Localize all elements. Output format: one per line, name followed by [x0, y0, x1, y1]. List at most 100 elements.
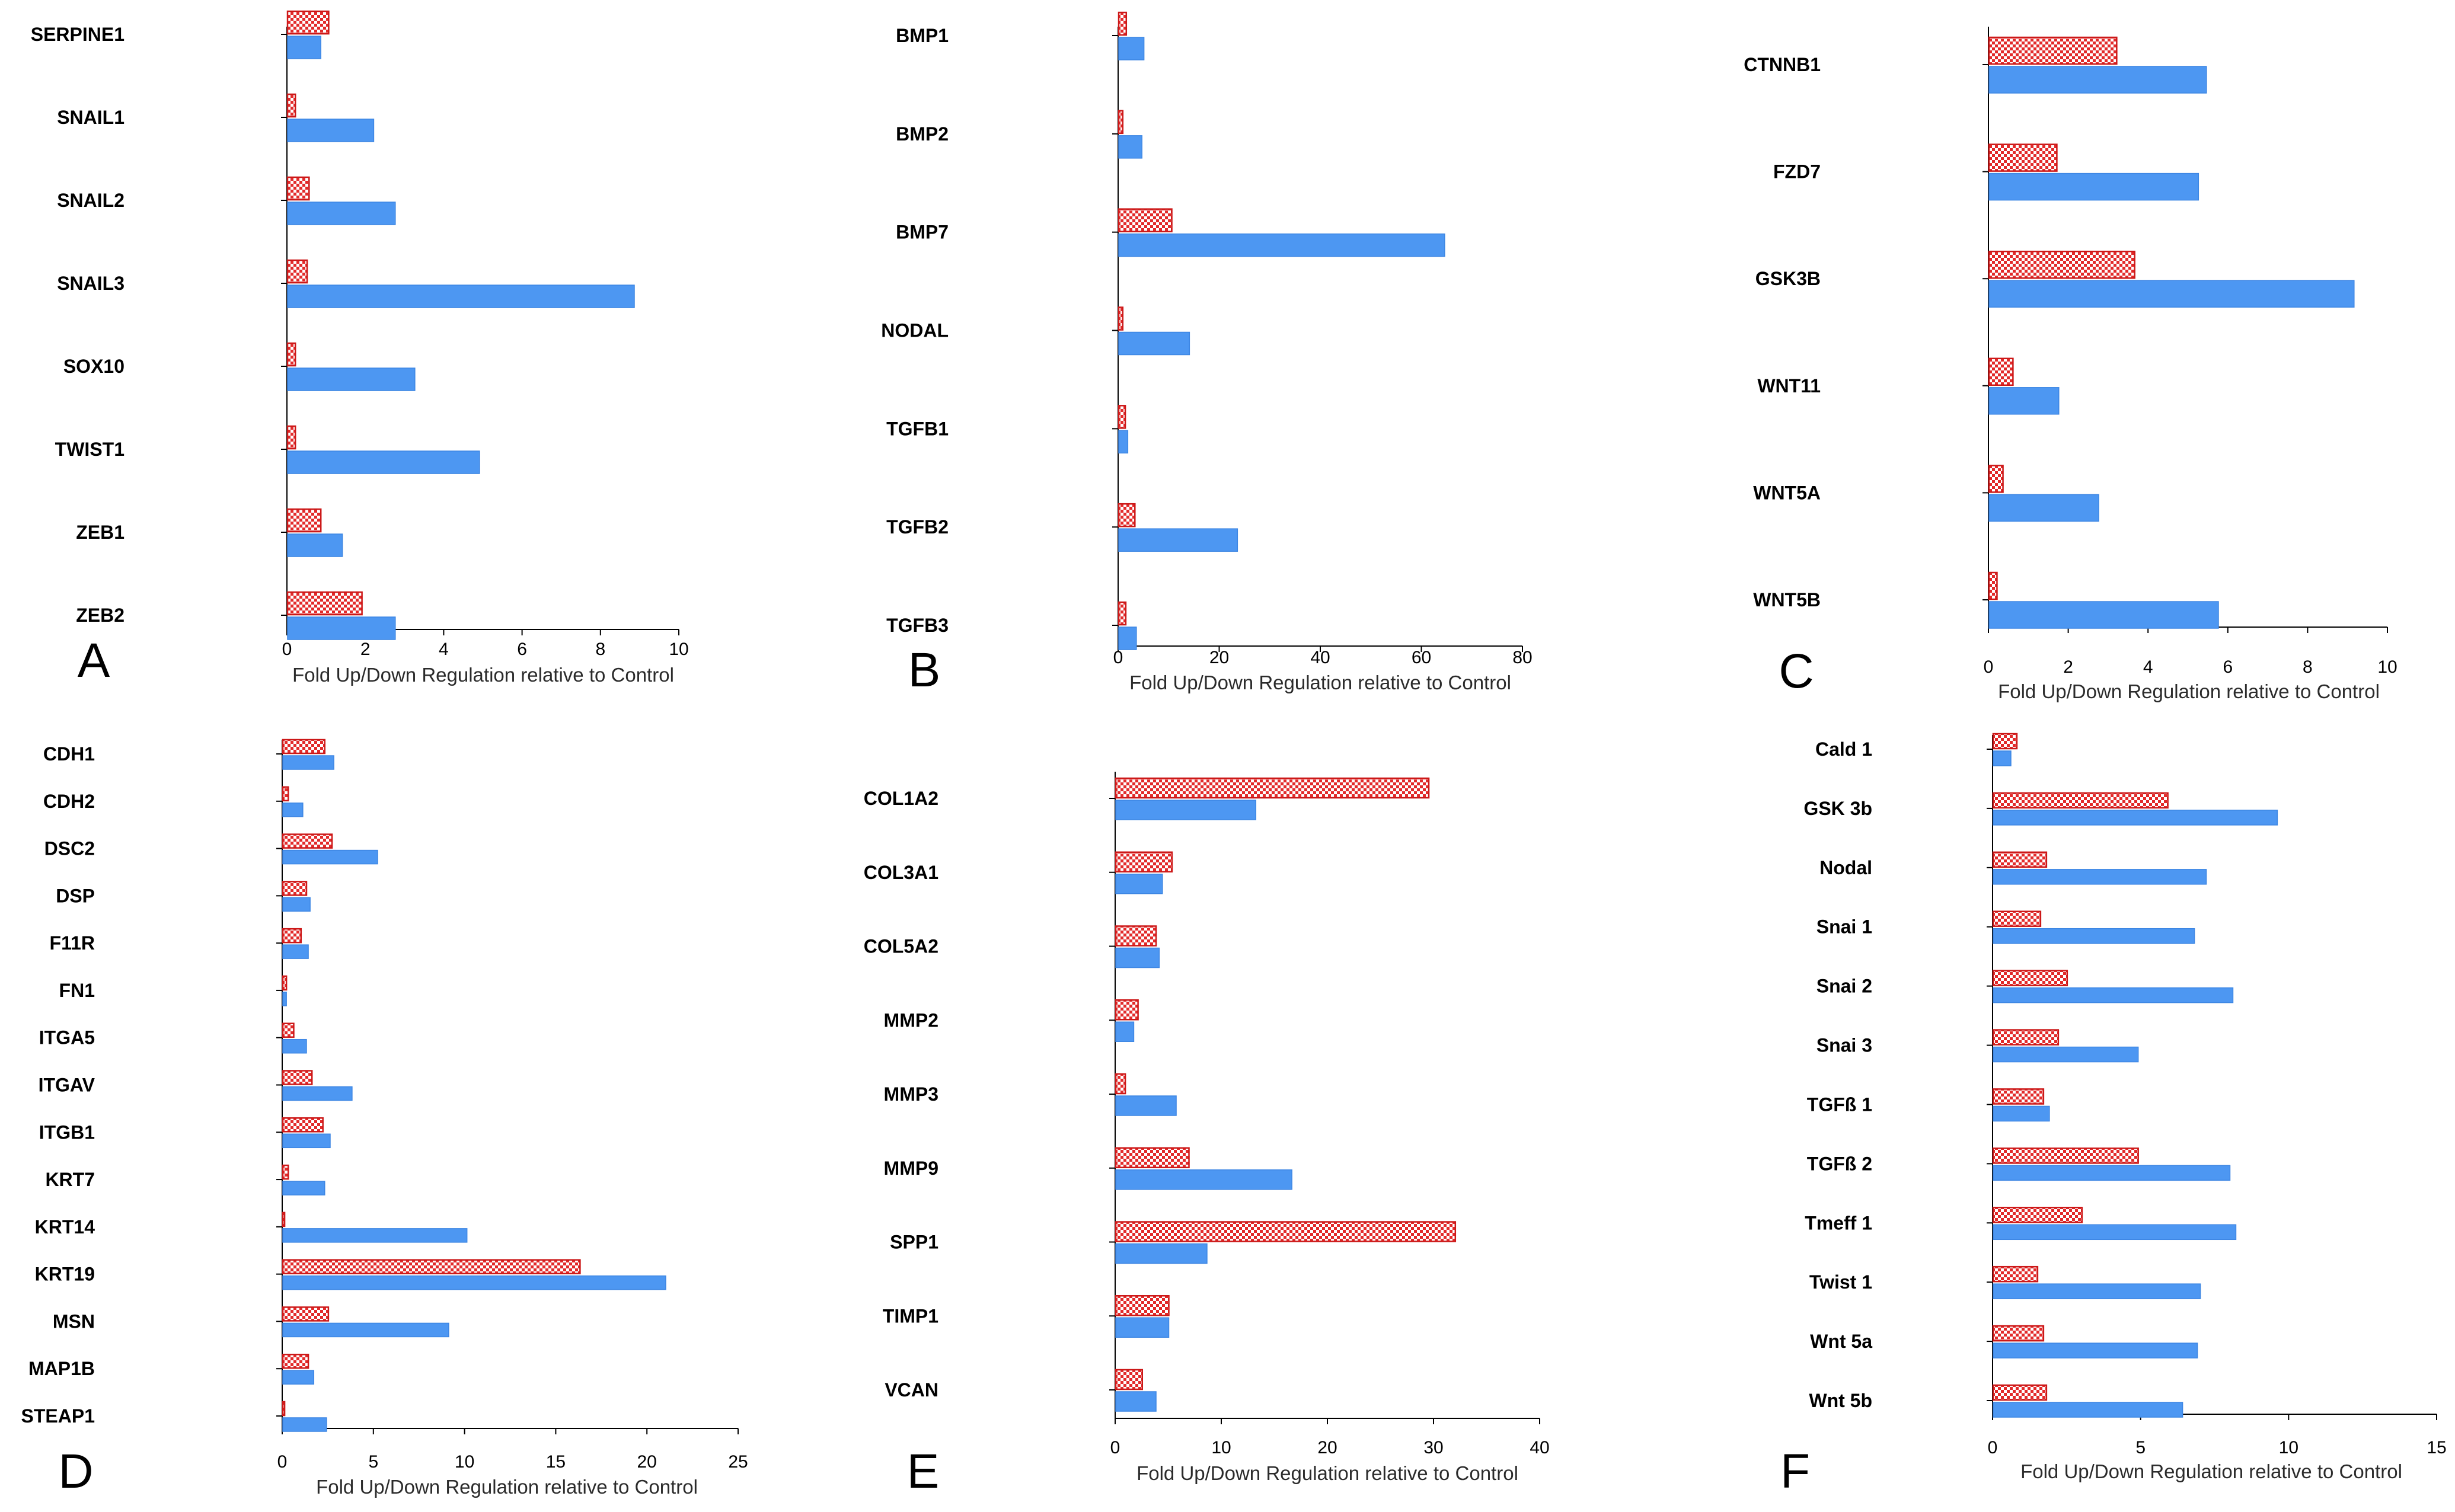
x-tick-label: 2 — [360, 640, 371, 659]
bar-blue — [287, 36, 321, 59]
bar-blue — [1115, 1095, 1177, 1116]
bar-red-checkered — [282, 1306, 330, 1322]
gene-label: COL3A1 — [864, 862, 938, 883]
x-tick-label: 20 — [637, 1452, 657, 1472]
bar-blue — [282, 1133, 331, 1149]
bar-red-checkered — [1988, 357, 2014, 386]
bar-red-checkered — [282, 928, 302, 944]
bar-red-checkered — [1115, 1295, 1170, 1316]
x-tick-label: 8 — [2303, 657, 2313, 677]
x-tick-label: 10 — [1211, 1438, 1231, 1457]
bar-blue — [287, 202, 396, 225]
gene-label: ITGB1 — [39, 1121, 95, 1143]
gene-label: TIMP1 — [883, 1305, 938, 1326]
gene-label: ZEB1 — [76, 522, 124, 543]
gene-label: COL1A2 — [864, 788, 938, 809]
gene-label: Wnt 5b — [1809, 1390, 1872, 1411]
gene-label: ITGA5 — [39, 1027, 95, 1049]
gene-label: TGFB2 — [886, 516, 949, 538]
gene-label: TGFB1 — [886, 418, 949, 439]
bar-blue — [1118, 135, 1142, 159]
bar-blue — [1115, 1021, 1135, 1042]
bar-blue — [282, 1275, 666, 1290]
gene-label: FZD7 — [1773, 161, 1821, 183]
bar-red-checkered — [1115, 1369, 1143, 1390]
x-tick-label: 15 — [546, 1452, 566, 1472]
bar-red-checkered — [1115, 999, 1139, 1021]
gene-label: STEAP1 — [21, 1405, 95, 1427]
gene-label: DSP — [56, 885, 95, 906]
bar-red-checkered — [282, 1259, 581, 1274]
bar-red-checkered — [282, 833, 333, 849]
x-tick-label: 6 — [2223, 657, 2233, 677]
bar-blue — [287, 533, 343, 557]
panel-letter-f: F — [1780, 1444, 1810, 1498]
bar-blue — [282, 944, 309, 959]
x-tick-label: 40 — [1310, 648, 1330, 667]
bar-blue — [282, 755, 334, 770]
panel-d: D Fold Up/Down Regulation relative to Co… — [21, 739, 748, 1498]
bar-red-checkered — [1992, 1088, 2045, 1105]
gene-label: FN1 — [59, 980, 95, 1001]
bar-blue — [282, 849, 378, 865]
bar-red-checkered — [286, 342, 296, 367]
x-tick-label: 0 — [1984, 657, 1994, 677]
gene-label: Nodal — [1819, 857, 1872, 878]
bar-blue — [1993, 1402, 2183, 1418]
gene-label: TWIST1 — [55, 439, 124, 460]
bar-red-checkered — [282, 1022, 295, 1038]
bar-blue — [1115, 874, 1163, 894]
panel-b: B Fold Up/Down Regulation relative to Co… — [881, 11, 1533, 697]
panel-letter-b: B — [908, 643, 941, 697]
bar-blue — [1115, 947, 1160, 968]
x-tick-label: 6 — [517, 640, 527, 659]
gene-label: SOX10 — [63, 356, 124, 377]
bar-red-checkered — [1992, 910, 2042, 927]
x-tick-label: 8 — [595, 640, 605, 659]
gene-label: SNAIL3 — [57, 273, 124, 294]
bar-blue — [1993, 1283, 2201, 1299]
gene-label: KRT19 — [35, 1264, 95, 1285]
x-tick-label: 5 — [2135, 1438, 2146, 1457]
bar-blue — [282, 1038, 307, 1054]
bar-blue — [1993, 1224, 2237, 1241]
bar-blue — [282, 1086, 353, 1101]
gene-label: Twist 1 — [1809, 1271, 1872, 1293]
bar-red-checkered — [1118, 306, 1124, 331]
x-axis-title-d: Fold Up/Down Regulation relative to Cont… — [316, 1476, 698, 1498]
panel-letter-d: D — [58, 1444, 93, 1498]
bar-blue — [1993, 987, 2234, 1003]
bar-red-checkered — [1988, 465, 2004, 493]
bar-red-checkered — [1992, 792, 2169, 809]
bar-blue — [1993, 750, 2012, 766]
gene-label: WNT5A — [1753, 482, 1821, 503]
gene-label: BMP7 — [896, 222, 949, 243]
bar-blue — [1115, 1243, 1208, 1264]
gene-label: NODAL — [881, 320, 949, 341]
gene-label: MSN — [53, 1310, 95, 1332]
x-tick-label: 0 — [1113, 648, 1123, 667]
bar-red-checkered — [1992, 1384, 2048, 1401]
bar-blue — [1118, 528, 1238, 552]
bar-red-checkered — [286, 508, 322, 533]
bar-blue — [1993, 1105, 2050, 1122]
bar-blue — [287, 616, 396, 640]
bar-blue — [1118, 233, 1445, 257]
x-tick-label: 10 — [455, 1452, 474, 1472]
gene-label: SNAIL2 — [57, 190, 124, 211]
gene-label: GSK 3b — [1803, 798, 1872, 819]
bar-red-checkered — [1992, 1207, 2083, 1223]
bar-red-checkered — [282, 739, 325, 755]
bar-red-checkered — [1988, 36, 2118, 65]
bar-blue — [1993, 928, 2195, 944]
gene-label: F11R — [50, 932, 95, 954]
x-tick-label: 15 — [2427, 1438, 2446, 1457]
bar-red-checkered — [1115, 925, 1157, 947]
bar-red-checkered — [282, 1353, 309, 1369]
bar-red-checkered — [1115, 1221, 1457, 1242]
bar-red-checkered — [1988, 143, 2058, 172]
gene-label: MMP2 — [884, 1009, 938, 1031]
bar-red-checkered — [282, 1401, 286, 1417]
bar-blue — [282, 1228, 468, 1243]
bar-red-checkered — [1992, 733, 2018, 750]
